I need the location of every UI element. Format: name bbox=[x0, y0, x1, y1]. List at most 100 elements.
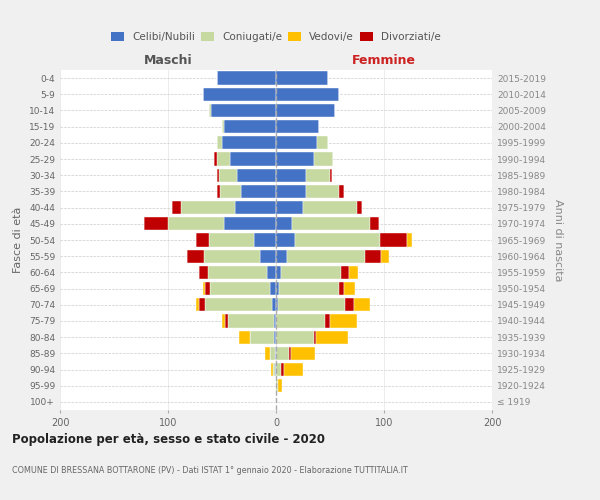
Bar bbox=[230, 152, 276, 166]
Bar bbox=[225, 314, 229, 328]
Bar bbox=[276, 330, 314, 344]
Bar bbox=[274, 314, 276, 328]
Bar bbox=[239, 330, 250, 344]
Bar bbox=[203, 250, 260, 263]
Bar bbox=[268, 266, 276, 279]
Bar bbox=[325, 314, 330, 328]
Bar bbox=[214, 152, 217, 166]
Bar bbox=[274, 330, 276, 344]
Bar bbox=[314, 152, 333, 166]
Bar bbox=[273, 363, 275, 376]
Bar bbox=[210, 282, 269, 295]
Text: Maschi: Maschi bbox=[143, 54, 193, 66]
Bar bbox=[281, 363, 284, 376]
Bar bbox=[203, 88, 276, 101]
Bar bbox=[196, 234, 209, 246]
Bar bbox=[217, 152, 230, 166]
Bar bbox=[284, 363, 303, 376]
Bar bbox=[370, 217, 379, 230]
Bar bbox=[254, 234, 276, 246]
Bar bbox=[276, 379, 278, 392]
Bar bbox=[209, 234, 254, 246]
Bar bbox=[380, 234, 407, 246]
Bar bbox=[354, 298, 370, 312]
Bar bbox=[250, 330, 274, 344]
Bar bbox=[276, 282, 279, 295]
Bar bbox=[235, 201, 276, 214]
Bar bbox=[275, 363, 276, 376]
Bar bbox=[237, 168, 276, 182]
Bar bbox=[289, 346, 291, 360]
Bar bbox=[279, 282, 338, 295]
Bar bbox=[271, 363, 273, 376]
Bar bbox=[260, 250, 276, 263]
Bar bbox=[275, 346, 276, 360]
Bar bbox=[211, 104, 276, 117]
Bar bbox=[295, 234, 380, 246]
Bar bbox=[217, 185, 220, 198]
Bar bbox=[276, 152, 314, 166]
Bar bbox=[306, 185, 338, 198]
Bar bbox=[209, 104, 211, 117]
Bar bbox=[217, 168, 219, 182]
Bar bbox=[276, 250, 287, 263]
Legend: Celibi/Nubili, Coniugati/e, Vedovi/e, Divorziati/e: Celibi/Nubili, Coniugati/e, Vedovi/e, Di… bbox=[107, 28, 445, 46]
Bar bbox=[276, 298, 278, 312]
Bar bbox=[224, 217, 276, 230]
Bar bbox=[278, 379, 283, 392]
Bar bbox=[276, 72, 328, 85]
Bar bbox=[222, 120, 224, 134]
Bar bbox=[317, 136, 328, 149]
Bar bbox=[168, 217, 224, 230]
Bar bbox=[365, 250, 381, 263]
Bar bbox=[276, 104, 335, 117]
Bar bbox=[276, 346, 289, 360]
Bar bbox=[276, 136, 317, 149]
Bar bbox=[330, 168, 332, 182]
Bar bbox=[265, 346, 269, 360]
Y-axis label: Fasce di età: Fasce di età bbox=[13, 207, 23, 273]
Bar bbox=[316, 330, 349, 344]
Text: Popolazione per età, sesso e stato civile - 2020: Popolazione per età, sesso e stato civil… bbox=[12, 432, 325, 446]
Bar bbox=[303, 201, 357, 214]
Bar bbox=[181, 201, 235, 214]
Bar bbox=[276, 363, 281, 376]
Bar bbox=[269, 282, 276, 295]
Bar bbox=[220, 185, 241, 198]
Bar bbox=[287, 250, 365, 263]
Bar bbox=[276, 266, 281, 279]
Y-axis label: Anni di nascita: Anni di nascita bbox=[553, 198, 563, 281]
Bar bbox=[222, 314, 225, 328]
Bar bbox=[381, 250, 389, 263]
Bar bbox=[276, 201, 303, 214]
Bar bbox=[205, 282, 210, 295]
Bar bbox=[330, 314, 357, 328]
Bar bbox=[276, 185, 306, 198]
Bar bbox=[187, 250, 203, 263]
Bar bbox=[276, 88, 338, 101]
Bar bbox=[292, 217, 370, 230]
Bar bbox=[407, 234, 412, 246]
Bar bbox=[199, 266, 208, 279]
Bar bbox=[291, 346, 315, 360]
Bar bbox=[314, 330, 316, 344]
Text: COMUNE DI BRESSANA BOTTARONE (PV) - Dati ISTAT 1° gennaio 2020 - Elaborazione TU: COMUNE DI BRESSANA BOTTARONE (PV) - Dati… bbox=[12, 466, 408, 475]
Bar bbox=[208, 266, 268, 279]
Bar bbox=[341, 266, 349, 279]
Bar bbox=[272, 298, 276, 312]
Bar bbox=[203, 282, 205, 295]
Bar bbox=[217, 72, 276, 85]
Bar bbox=[276, 120, 319, 134]
Bar bbox=[349, 266, 358, 279]
Bar bbox=[219, 168, 237, 182]
Bar bbox=[217, 136, 222, 149]
Bar bbox=[276, 314, 325, 328]
Bar bbox=[269, 346, 275, 360]
Bar bbox=[278, 298, 345, 312]
Bar bbox=[344, 282, 355, 295]
Bar bbox=[306, 168, 330, 182]
Bar bbox=[229, 314, 274, 328]
Bar bbox=[196, 298, 199, 312]
Bar bbox=[222, 136, 276, 149]
Bar bbox=[338, 185, 344, 198]
